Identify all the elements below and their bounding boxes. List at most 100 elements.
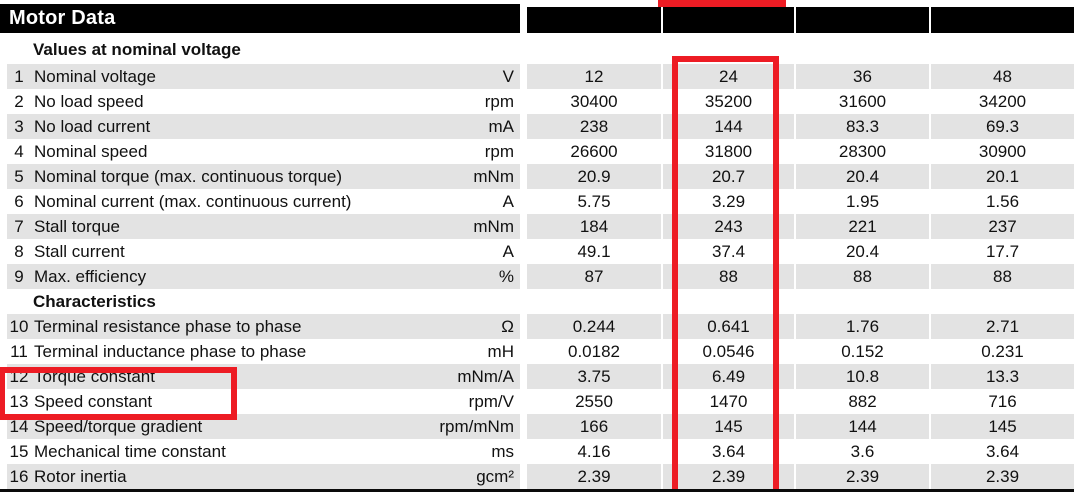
- table-row: 15 Mechanical time constant ms 4.16 3.64 3.6 3…: [0, 439, 1074, 464]
- table-row: 14 Speed/torque gradient rpm/mNm 166 145 144 1…: [0, 414, 1074, 439]
- table-row: 7 Stall torque mNm 184 243 221 237: [0, 214, 1074, 239]
- row-value: 3.64: [985, 442, 1020, 461]
- row-value: 31800: [704, 142, 753, 161]
- column-header-block-3: [796, 7, 929, 33]
- row-label: Speed constant: [34, 392, 153, 411]
- row-value: 88: [931, 264, 1074, 289]
- column-header-block-4: [931, 7, 1074, 33]
- row-label-cell: 2 No load speed rpm: [7, 89, 520, 114]
- row-value: 20.7: [663, 164, 794, 189]
- row-number: 16: [9, 467, 29, 486]
- row-number: 4: [14, 142, 24, 161]
- row-label: Terminal resistance phase to phase: [34, 317, 302, 336]
- row-label-cell: 15 Mechanical time constant ms: [7, 439, 520, 464]
- table-row: 4 Nominal speed rpm 26600 31800 28300 30900: [0, 139, 1074, 164]
- row-label-cell: 7 Stall torque mNm: [7, 214, 520, 239]
- row-unit: Ω: [501, 317, 514, 336]
- row-number: 15: [9, 442, 29, 461]
- row-value: 34200: [978, 92, 1027, 111]
- section-heading: Values at nominal voltage: [33, 40, 241, 59]
- row-number: 5: [14, 167, 24, 186]
- row-value: 88: [796, 264, 929, 289]
- row-value: 48: [931, 64, 1074, 89]
- row-value: 88: [663, 264, 794, 289]
- row-value: 882: [848, 392, 877, 411]
- table-body: Values at nominal voltage 1 Nominal voltag…: [0, 38, 1074, 489]
- row-value: 20.4: [796, 164, 929, 189]
- row-value: 2.71: [931, 314, 1074, 339]
- row-value: 2.39: [796, 464, 929, 489]
- row-value: 144: [796, 414, 929, 439]
- row-label: Max. efficiency: [34, 267, 147, 286]
- row-label: Rotor inertia: [34, 467, 127, 486]
- row-value: 3.29: [711, 192, 746, 211]
- row-unit: rpm: [484, 92, 514, 111]
- row-label-cell: 6 Nominal current (max. continuous curren…: [7, 189, 520, 214]
- row-value: 1.95: [845, 192, 880, 211]
- row-value: 243: [663, 214, 794, 239]
- row-label-cell: 4 Nominal speed rpm: [7, 139, 520, 164]
- highlight-rows-box: [0, 367, 237, 420]
- row-label: Nominal speed: [34, 142, 148, 161]
- row-number: 7: [14, 217, 24, 236]
- row-value: 83.3: [796, 114, 929, 139]
- row-value: 49.1: [577, 242, 611, 261]
- row-label: Nominal torque (max. continuous torque): [34, 167, 343, 186]
- row-unit: mNm: [473, 217, 514, 236]
- row-value: 145: [663, 414, 794, 439]
- row-label-cell: 9 Max. efficiency%: [7, 264, 520, 289]
- row-number: 10: [9, 317, 29, 336]
- row-value: 4.16: [577, 442, 611, 461]
- row-label: Mechanical time constant: [34, 442, 226, 461]
- row-value: 12: [527, 64, 661, 89]
- row-label-cell: 3 No load current mA: [7, 114, 520, 139]
- row-value: 184: [527, 214, 661, 239]
- row-unit: mNm/A: [457, 367, 514, 386]
- table-row: 10 Terminal resistance phase to phase Ω 0.2…: [0, 314, 1074, 339]
- row-value: 13.3: [931, 364, 1074, 389]
- row-label: Nominal voltage: [34, 67, 156, 86]
- row-unit: mNm: [473, 167, 514, 186]
- row-number: 1: [14, 67, 24, 86]
- row-label: Stall torque: [34, 217, 120, 236]
- bottom-rule: [0, 489, 1074, 492]
- row-number: 11: [10, 342, 28, 361]
- row-value: 20.1: [931, 164, 1074, 189]
- row-value: 716: [988, 392, 1017, 411]
- row-value: 28300: [838, 142, 887, 161]
- row-number: 8: [14, 242, 24, 261]
- row-label: Speed/torque gradient: [34, 417, 203, 436]
- row-value: 166: [527, 414, 661, 439]
- row-value: 238: [527, 114, 661, 139]
- row-value: 0.231: [981, 342, 1024, 361]
- table-row: 2 No load speed rpm 30400 35200 31600 34200: [0, 89, 1074, 114]
- row-number: 14: [9, 417, 29, 436]
- row-number: 9: [14, 267, 24, 286]
- section-heading: Characteristics: [33, 292, 156, 311]
- row-value: 2.39: [663, 464, 794, 489]
- row-label-cell: 8 Stall current A: [7, 239, 520, 264]
- table-row: 11 Terminal inductance phase to phase mH 0.…: [0, 339, 1074, 364]
- row-value: 6.49: [663, 364, 794, 389]
- row-value: 35200: [704, 92, 753, 111]
- table-row: 16 Rotor inertia gcm² 2.39 2.39 2.39 2.39: [0, 464, 1074, 489]
- row-value: 26600: [570, 142, 618, 161]
- row-value: 0.244: [527, 314, 661, 339]
- row-value: 5.75: [577, 192, 611, 211]
- row-label-cell: 11 Terminal inductance phase to phase mH: [7, 339, 520, 364]
- row-number: 6: [14, 192, 24, 211]
- row-unit: %: [498, 267, 514, 286]
- row-label-cell: 5 Nominal torque (max. continuous torque)…: [7, 164, 520, 189]
- row-label: Terminal inductance phase to phase: [34, 342, 307, 361]
- row-value: 0.0182: [568, 342, 620, 361]
- row-label-cell: 16 Rotor inertia gcm²: [7, 464, 520, 489]
- row-value: 2550: [575, 392, 613, 411]
- table-row: 3 No load current mA 238 144 83.3 69.3: [0, 114, 1074, 139]
- row-label-cell: 1 Nominal voltage V: [7, 64, 520, 89]
- row-value: 145: [931, 414, 1074, 439]
- row-unit: mA: [488, 117, 515, 136]
- row-unit: rpm/V: [468, 392, 514, 411]
- row-value: 69.3: [931, 114, 1074, 139]
- row-value: 221: [796, 214, 929, 239]
